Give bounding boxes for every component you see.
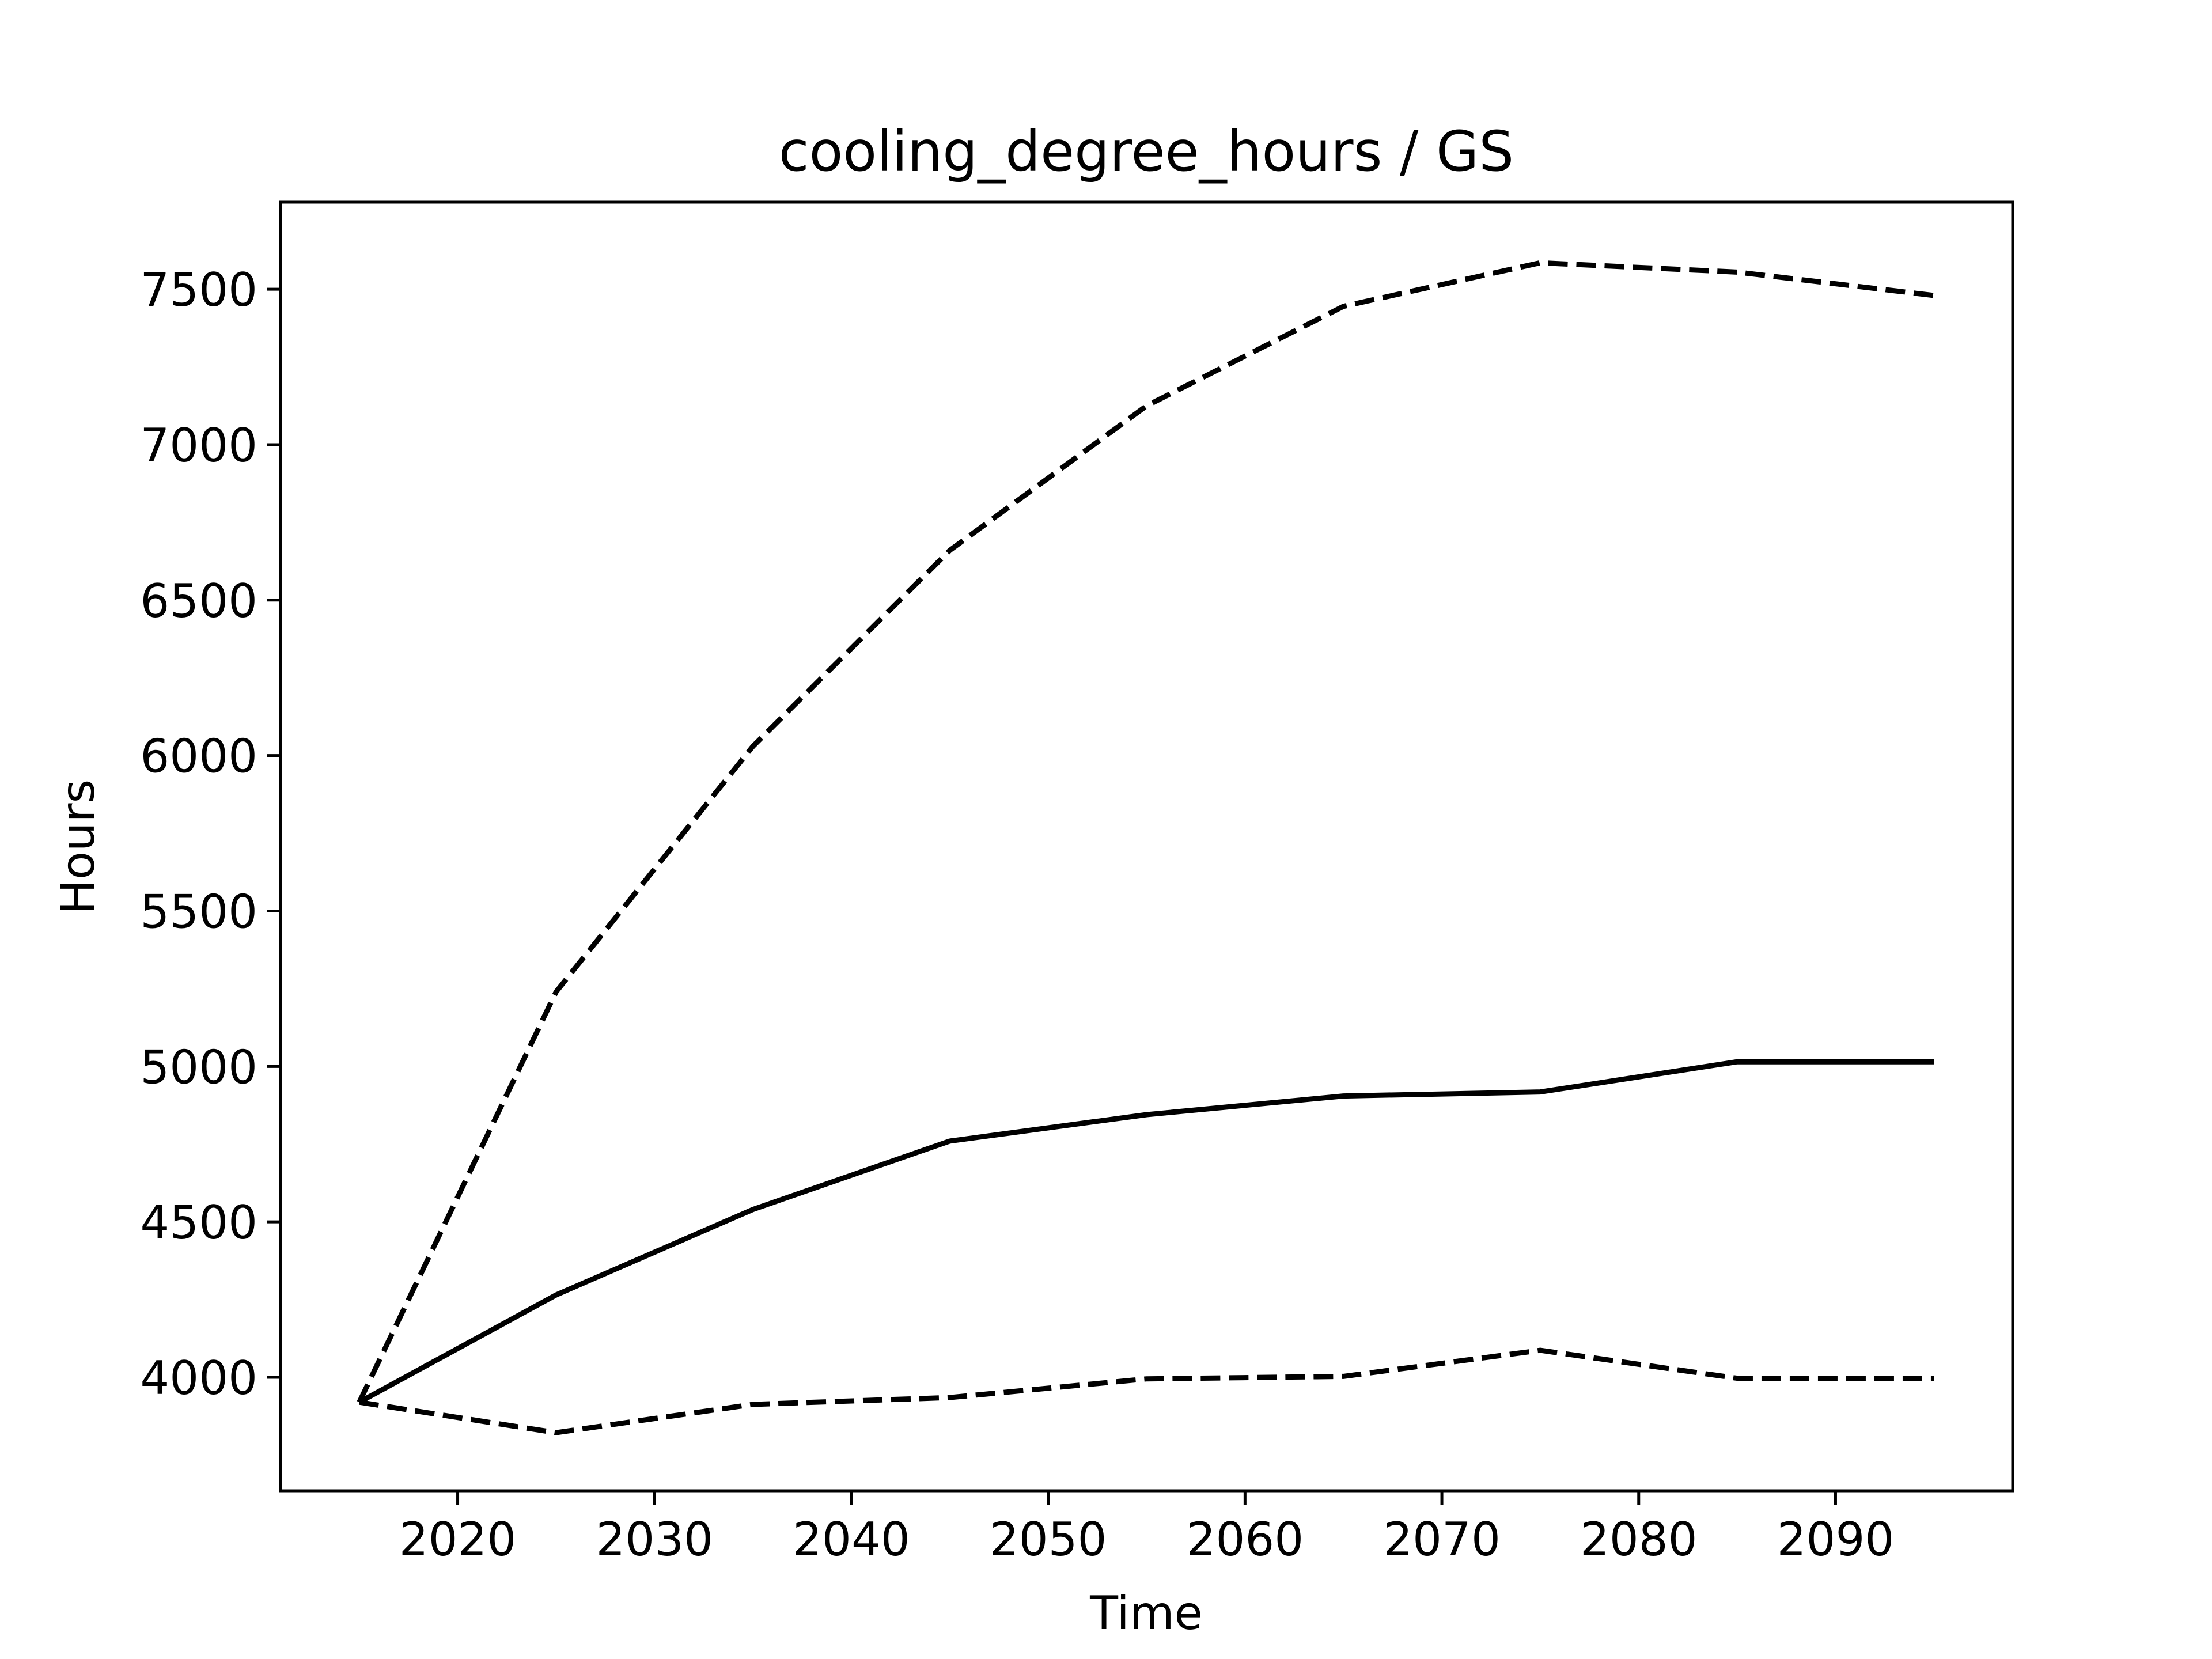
series-layer <box>357 260 1934 1435</box>
dashed-series-line <box>357 260 1934 1404</box>
x-tick-label: 2090 <box>1777 1513 1895 1566</box>
x-tick-label: 2070 <box>1383 1513 1501 1566</box>
y-tick-label: 4000 <box>140 1351 257 1405</box>
x-tick-label: 2040 <box>793 1513 910 1566</box>
y-axis-ticks: 4000 4500 5000 5500 6000 6500 7000 7500 <box>140 263 281 1405</box>
x-tick-label: 2060 <box>1187 1513 1304 1566</box>
y-tick-label: 5500 <box>140 885 257 938</box>
x-axis-ticks: 2020 2030 2040 2050 2060 2070 2080 2090 <box>399 1491 1895 1566</box>
x-tick-label: 2020 <box>399 1513 517 1566</box>
x-axis-label: Time <box>1089 1586 1203 1640</box>
y-tick-label: 6000 <box>140 730 257 783</box>
y-tick-label: 6500 <box>140 574 257 628</box>
y-tick-label: 7500 <box>140 263 257 317</box>
y-tick-label: 4500 <box>140 1196 257 1249</box>
dashed-series-line <box>359 1347 1934 1435</box>
plot-frame <box>279 200 2014 1493</box>
y-tick-label: 5000 <box>140 1040 257 1094</box>
chart-title: cooling_degree_hours / GS <box>779 119 1514 184</box>
solid-series-line <box>358 1059 1934 1405</box>
x-tick-label: 2050 <box>990 1513 1107 1566</box>
x-tick-label: 2080 <box>1580 1513 1698 1566</box>
y-axis-label: Hours <box>51 779 105 914</box>
y-tick-label: 7000 <box>140 419 257 472</box>
x-tick-label: 2030 <box>596 1513 713 1566</box>
